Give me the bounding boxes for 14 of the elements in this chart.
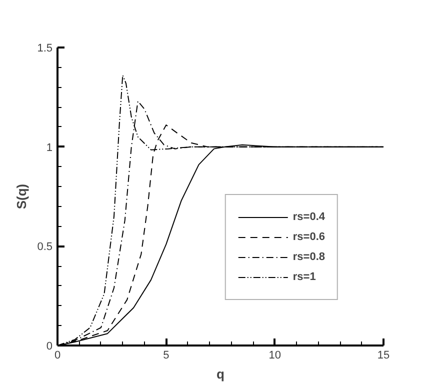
legend-label: rs=1 — [292, 271, 316, 283]
x-tick-label: 15 — [377, 350, 390, 362]
legend-label: rs=0.6 — [292, 231, 325, 243]
y-tick-label: 1 — [46, 142, 53, 154]
legend-label: rs=0.4 — [292, 211, 325, 223]
x-tick-label: 0 — [54, 350, 61, 362]
legend-label: rs=0.8 — [292, 251, 325, 263]
y-axis-title: S(q) — [14, 184, 30, 210]
x-tick-label: 5 — [163, 350, 170, 362]
x-tick-label: 10 — [268, 350, 281, 362]
y-tick-label: 0.5 — [37, 241, 53, 254]
y-tick-label: 1.5 — [37, 42, 53, 54]
x-axis-title: q — [216, 366, 225, 382]
y-tick-label: 0 — [46, 340, 53, 352]
